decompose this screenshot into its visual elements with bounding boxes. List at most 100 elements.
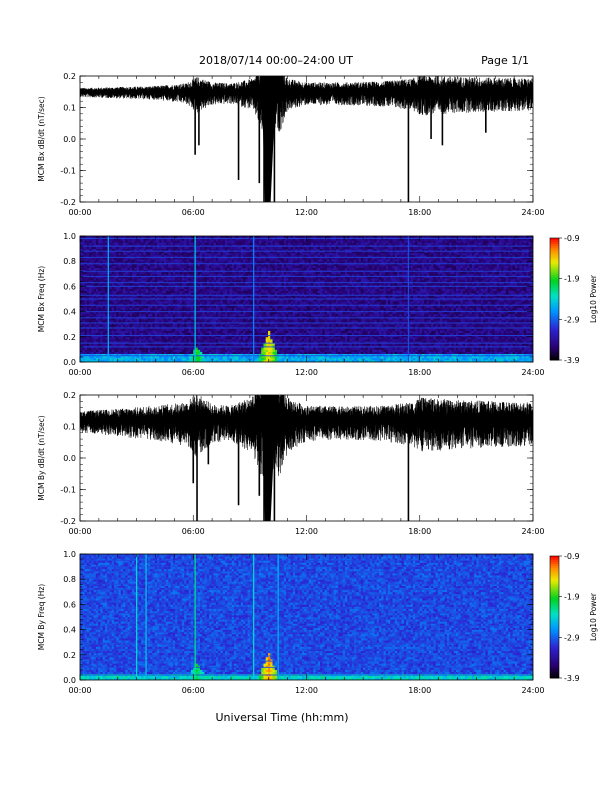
spectrogram-cell [118,313,122,317]
spectrogram-cell [125,286,128,289]
spectrogram-cell [215,284,219,287]
spectrogram-cell [123,347,126,350]
spectrogram-cell [243,349,246,352]
spectrogram-cell [111,265,115,268]
spectrogram-cell [256,242,260,245]
spectrogram-cell [93,290,97,294]
spectrogram-cell [188,271,192,275]
spectrogram-cell [206,299,210,302]
spectrogram-cell [245,343,249,346]
spectrogram-cell [170,242,174,245]
spectrogram-cell [138,359,142,362]
spectrogram-cell [200,278,203,281]
spectrogram-cell [184,311,187,315]
spectrogram-cell [145,242,149,245]
spectrogram-cell [200,252,203,256]
spectrogram-cell [181,328,185,331]
spectrogram-cell [152,330,156,333]
spectrogram-cell [89,267,92,270]
spectrogram-cell [125,341,128,344]
spectrogram-cell [154,278,158,281]
spectrogram-cell [166,301,169,304]
spectrogram-cell [236,265,239,268]
spectrogram-cell [236,271,239,275]
spectrogram-cell [80,301,83,304]
spectrogram-cell [211,307,215,310]
spectrogram-cell [134,317,138,321]
spectrogram-cell [218,332,221,336]
spectrogram-cell [154,257,158,260]
spectrogram-cell [157,332,160,336]
spectrogram-cell [93,353,97,357]
spectrogram-cell [206,357,210,361]
spectrogram-cell [179,294,183,298]
spectrogram-cell [211,351,215,354]
spectrogram-cell [118,292,122,296]
spectrogram-cell [166,309,169,312]
spectrogram-cell [215,315,219,319]
spectrogram-cell [102,351,106,354]
spectrogram-cell [98,292,101,296]
spectrogram-cell [109,252,113,256]
spectrogram-cell [204,294,208,298]
spectrogram-cell [82,343,85,346]
spectrogram-cell [102,288,106,291]
spectrogram-cell [154,301,158,304]
spectrogram-cell [247,252,251,256]
spectrogram-cell [218,301,221,304]
spectrogram-cell [145,273,149,277]
spectrogram-cell [118,254,122,258]
spectrogram-cell [215,324,219,327]
spectrogram-cell [177,259,181,262]
spectrogram-cell [256,351,260,354]
spectrogram-cell [143,265,147,268]
spectrogram-cell [84,315,88,319]
spectrogram-cell [91,313,94,317]
spectrogram-cell [102,238,106,241]
spectrogram-cell [147,286,151,289]
spectrogram-cell [143,280,147,283]
spectrogram-cell [152,246,156,249]
spectrogram-cell [211,311,215,315]
spectrogram-cell [175,292,178,296]
spectrogram-cell [143,307,147,310]
spectrogram-cell [211,290,215,294]
spectrogram-cell [181,336,185,340]
spectrogram-cell [202,351,205,354]
spectrogram-cell [95,284,99,287]
spectrogram-cell [234,357,237,361]
spectrogram-cell [188,252,192,256]
spectrogram-cell [120,338,124,342]
spectrogram-cell [136,288,140,291]
spectrogram-cell [152,282,156,285]
spectrogram-cell [111,357,115,361]
spectrogram-cell [179,359,183,362]
spectrogram-cell [134,267,138,270]
spectrogram-cell [159,284,162,287]
spectrogram-cell [240,263,244,266]
spectrogram-cell [247,286,251,289]
spectrogram-cell [147,336,151,340]
spectrogram-cell [202,336,205,340]
spectrogram-cell [186,359,190,362]
spectrogram-cell [254,275,258,279]
spectrogram-cell [177,263,181,266]
spectrogram-cell [159,240,162,243]
spectrogram-cell [145,357,149,361]
spectrogram-cell [95,309,99,312]
spectrogram-cell [168,305,172,308]
spectrogram-cell [136,267,140,270]
spectrogram-cell [215,311,219,315]
spectrogram-cell [147,259,151,262]
spectrogram-cell [204,313,208,317]
spectrogram-cell [154,320,158,323]
spectrogram-cell [91,294,94,298]
spectrogram-cell [190,290,194,294]
spectrogram-cell [175,252,178,256]
spectrogram-cell [258,263,262,266]
spectrogram-cell [80,240,83,243]
spectrogram-cell [168,317,172,321]
spectrogram-cell [195,343,199,346]
spectrogram-cell [111,286,115,289]
spectrogram-cell [86,296,90,300]
